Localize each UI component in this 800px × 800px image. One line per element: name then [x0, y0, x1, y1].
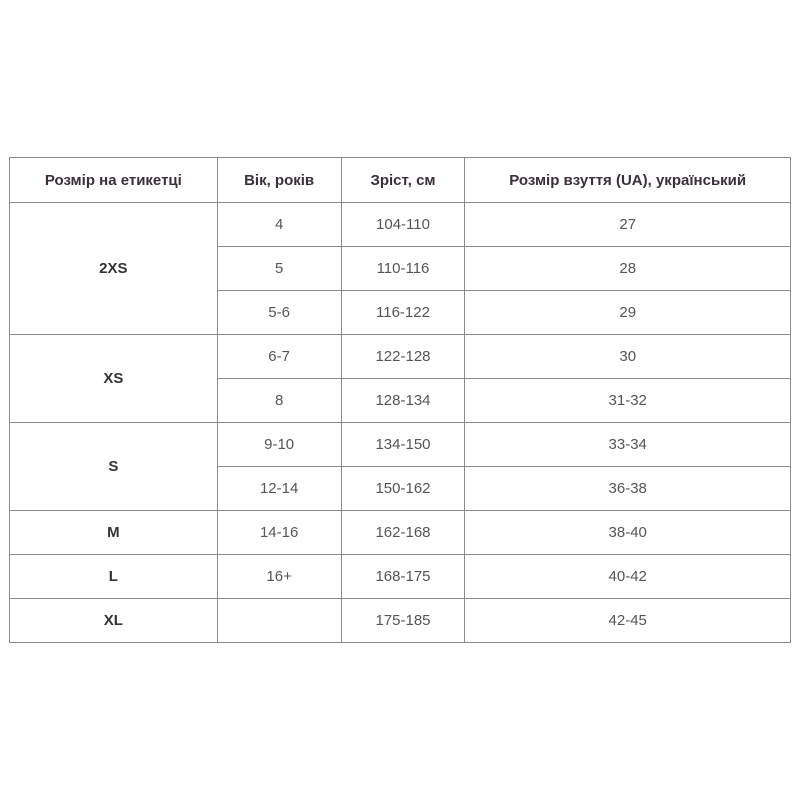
height-cell: 128-134: [340, 378, 466, 423]
shoe-size-cell: 28: [464, 246, 791, 291]
shoe-size-cell: 40-42: [464, 554, 791, 599]
height-cell: 168-175: [340, 554, 466, 599]
size-label-cell: XS: [9, 334, 218, 423]
height-cell: 175-185: [340, 598, 466, 643]
table-row: 5 110-116 28: [10, 246, 791, 291]
size-label-cell: XL: [9, 598, 218, 643]
height-cell: 122-128: [340, 334, 466, 379]
age-cell: 6-7: [216, 334, 342, 379]
age-cell: 12-14: [216, 466, 342, 511]
age-cell: 14-16: [216, 510, 342, 555]
shoe-size-cell: 36-38: [464, 466, 791, 511]
shoe-size-cell: 33-34: [464, 422, 791, 467]
height-cell: 150-162: [340, 466, 466, 511]
height-cell: 104-110: [340, 202, 466, 247]
shoe-size-cell: 29: [464, 290, 791, 335]
table-row: XL 175-185 42-45: [9, 598, 791, 643]
shoe-size-cell: 30: [464, 334, 791, 379]
size-label-cell: 2XS: [9, 202, 218, 335]
age-cell: 4: [216, 202, 342, 247]
height-cell: 134-150: [340, 422, 466, 467]
table-row: 5-6 116-122 29: [10, 290, 791, 335]
table-row: L 16+ 168-175 40-42: [9, 554, 791, 599]
height-cell: 162-168: [340, 510, 466, 555]
header-height: Зріст, см: [340, 157, 466, 203]
shoe-size-cell: 31-32: [464, 378, 791, 423]
age-cell: 9-10: [216, 422, 342, 467]
height-cell: 110-116: [340, 246, 466, 291]
age-cell: [216, 598, 342, 643]
age-cell: 16+: [216, 554, 342, 599]
size-label-cell: L: [9, 554, 218, 599]
header-row: Розмір на етикетці Вік, років Зріст, см …: [9, 157, 791, 203]
header-shoe-size: Розмір взуття (UA), український: [464, 157, 791, 203]
header-age: Вік, років: [216, 157, 342, 203]
table-row: S 9-10 134-150 33-34: [9, 422, 791, 511]
age-cell: 5-6: [216, 290, 342, 335]
shoe-size-cell: 27: [464, 202, 791, 247]
shoe-size-cell: 38-40: [464, 510, 791, 555]
shoe-size-cell: 42-45: [464, 598, 791, 643]
size-label-cell: M: [9, 510, 218, 555]
age-cell: 5: [216, 246, 342, 291]
table-row: 8 128-134 31-32: [10, 378, 791, 423]
table-row: M 14-16 162-168 38-40: [9, 510, 791, 555]
table-row: 2XS 4 104-110 27: [9, 202, 791, 335]
table-row: XS 6-7 122-128 30: [9, 334, 791, 423]
header-label-size: Розмір на етикетці: [9, 157, 218, 203]
size-label-cell: S: [9, 422, 218, 511]
size-chart-table: Розмір на етикетці Вік, років Зріст, см …: [9, 157, 791, 643]
height-cell: 116-122: [340, 290, 466, 335]
age-cell: 8: [216, 378, 342, 423]
table-row: 12-14 150-162 36-38: [10, 466, 791, 511]
